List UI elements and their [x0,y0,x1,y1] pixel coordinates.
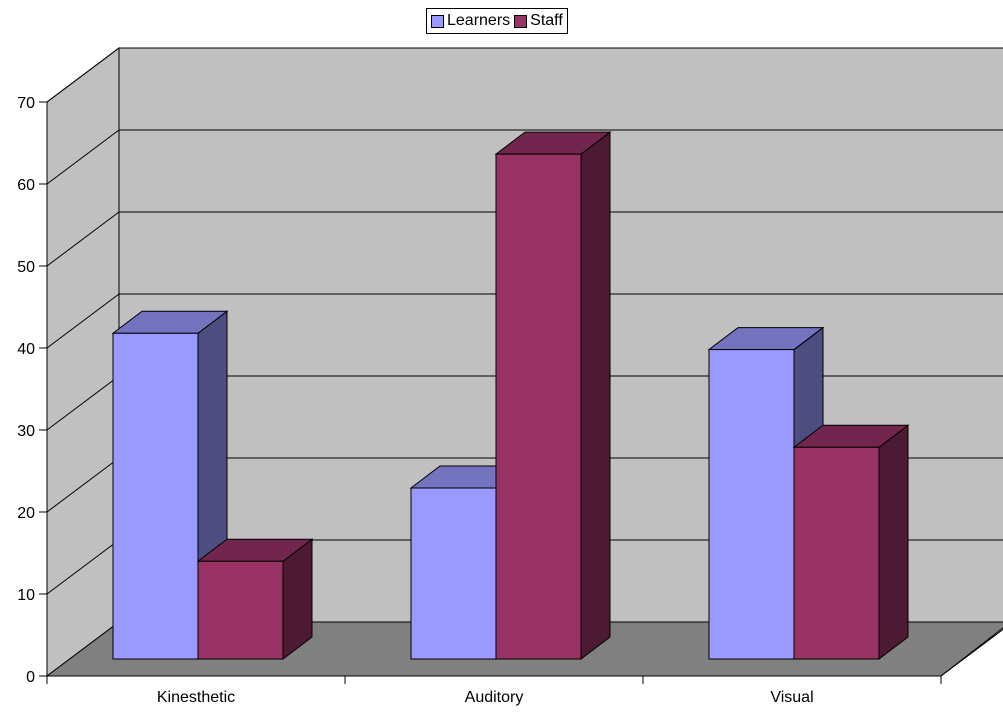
bar-side [878,424,909,661]
y-tick-label: 0 [26,669,35,686]
bar-front [793,446,880,660]
y-tick-label: 40 [17,341,35,358]
bars [111,131,910,661]
legend-label-learners: Learners [447,12,511,29]
axes [39,101,942,684]
axis-labels: 0 10 20 30 40 50 60 70 Kinesthetic Auditory Visual [17,95,813,706]
x-tick-label: Auditory [465,689,524,706]
gridline-side [46,129,120,185]
bar-front [410,487,497,660]
legend-item-staff: Staff [514,12,563,30]
y-tick-label: 70 [17,95,35,112]
x-tick-label: Visual [770,689,813,706]
gridline-side [46,211,120,267]
legend-swatch-learners [431,14,444,28]
y-tick-label: 20 [17,505,35,522]
y-tick-label: 10 [17,587,35,604]
legend-item-learners: Learners [431,12,510,30]
legend: Learners Staff [426,8,568,34]
gridline-side [46,47,120,103]
bar-staff-visual [792,424,910,661]
legend-swatch-staff [514,14,528,28]
gridline-side [46,539,120,595]
y-tick-label: 60 [17,177,35,194]
bar-staff-kinesthetic [196,538,314,661]
gridline-side [46,293,120,349]
gridline-side [46,457,120,513]
legend-label-staff: Staff [530,12,563,29]
bar-front [112,332,199,660]
y-tick-label: 30 [17,423,35,440]
bar-staff-auditory [494,131,612,661]
bar-front [708,349,795,660]
x-tick-label: Kinesthetic [157,689,235,706]
side-wall [46,47,120,677]
floor-edge [940,628,1003,677]
bar-front [197,560,284,660]
y-tick-label: 50 [17,259,35,276]
bar-front [495,153,582,660]
gridline-side [46,375,120,431]
bar-side [580,131,611,661]
